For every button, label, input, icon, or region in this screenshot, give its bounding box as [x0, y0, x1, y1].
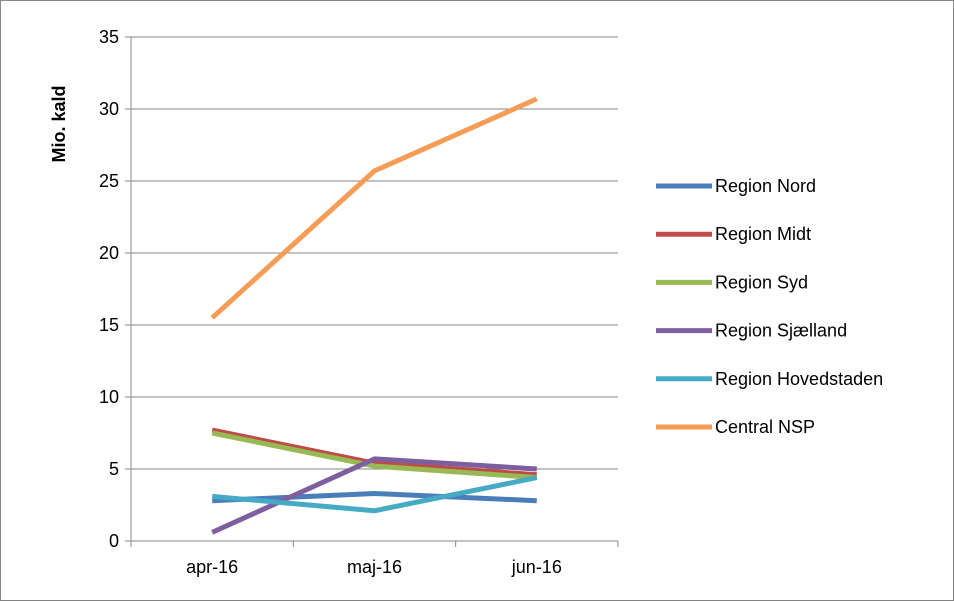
series-line-1	[211, 427, 537, 478]
y-tick-label: 15	[99, 315, 119, 335]
y-tick-label: 20	[99, 243, 119, 263]
legend-label: Region Midt	[715, 224, 811, 244]
series-line-2	[211, 430, 537, 481]
legend-item: Region Midt	[656, 224, 811, 244]
x-tick-label: apr-16	[186, 557, 238, 577]
legend-label: Central NSP	[715, 417, 815, 437]
y-tick-labels: 0 5 10 15 20 25 30 35	[99, 27, 119, 551]
legend-item: Region Nord	[656, 176, 816, 196]
legend-label: Region Syd	[715, 272, 808, 292]
y-tick-label: 25	[99, 171, 119, 191]
y-axis-title: Mio. kald	[49, 85, 69, 162]
series-line-4	[211, 475, 538, 514]
legend-label: Region Nord	[715, 176, 816, 196]
x-tick-labels: apr-16 maj-16 jun-16	[186, 557, 562, 577]
y-tick-label: 0	[109, 531, 119, 551]
legend-item: Central NSP	[656, 417, 815, 437]
legend-item: Region Syd	[656, 272, 808, 292]
series-lines	[210, 96, 538, 535]
y-tick-label: 5	[109, 459, 119, 479]
legend: Region Nord Region Midt Region Syd Region S…	[656, 176, 883, 437]
legend-item: Region Hovedstaden	[656, 369, 883, 389]
gridlines	[131, 36, 618, 470]
y-tick-label: 35	[99, 27, 119, 47]
x-tick-label: maj-16	[347, 557, 402, 577]
legend-label: Region Hovedstaden	[715, 369, 883, 389]
series-line-3	[211, 456, 537, 535]
legend-label: Region Sjælland	[715, 321, 847, 341]
y-tick-label: 30	[99, 99, 119, 119]
series-line-5	[210, 96, 538, 320]
axes	[125, 36, 619, 547]
x-tick-label: jun-16	[511, 557, 562, 577]
series-line-0	[212, 491, 537, 504]
y-tick-label: 10	[99, 387, 119, 407]
legend-item: Region Sjælland	[656, 321, 847, 341]
